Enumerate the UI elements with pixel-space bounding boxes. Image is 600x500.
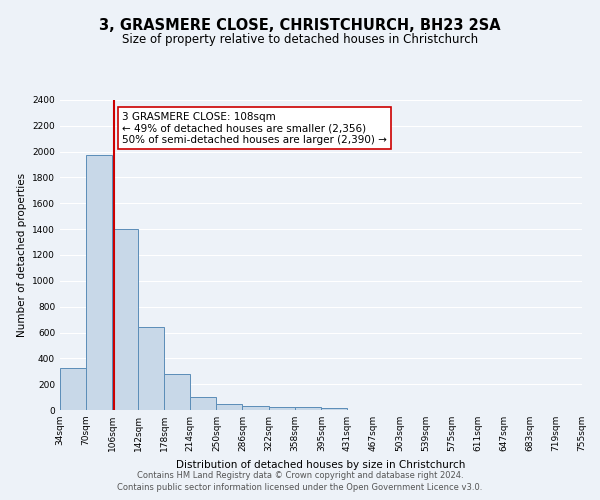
Bar	[164, 374, 190, 410]
Text: Contains public sector information licensed under the Open Government Licence v3: Contains public sector information licen…	[118, 484, 482, 492]
Bar	[60, 368, 86, 410]
Y-axis label: Number of detached properties: Number of detached properties	[17, 173, 26, 337]
Text: Size of property relative to detached houses in Christchurch: Size of property relative to detached ho…	[122, 32, 478, 46]
Text: 3 GRASMERE CLOSE: 108sqm
← 49% of detached houses are smaller (2,356)
50% of sem: 3 GRASMERE CLOSE: 108sqm ← 49% of detach…	[122, 112, 387, 145]
Bar	[242, 406, 269, 410]
Bar	[112, 229, 138, 410]
Bar	[190, 397, 217, 410]
Bar	[322, 408, 347, 410]
Bar	[86, 155, 112, 410]
Bar	[269, 407, 295, 410]
X-axis label: Distribution of detached houses by size in Christchurch: Distribution of detached houses by size …	[176, 460, 466, 469]
Text: 3, GRASMERE CLOSE, CHRISTCHURCH, BH23 2SA: 3, GRASMERE CLOSE, CHRISTCHURCH, BH23 2S…	[99, 18, 501, 32]
Bar	[138, 326, 164, 410]
Text: Contains HM Land Registry data © Crown copyright and database right 2024.: Contains HM Land Registry data © Crown c…	[137, 471, 463, 480]
Bar	[217, 404, 242, 410]
Bar	[295, 408, 322, 410]
